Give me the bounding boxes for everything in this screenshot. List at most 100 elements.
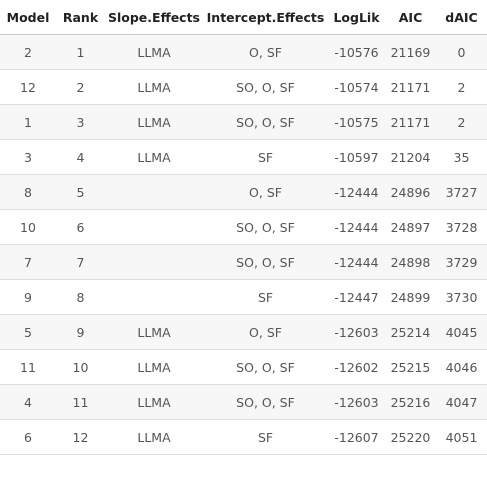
cell-loglik: -12603 <box>328 314 385 350</box>
cell-intercept-effects: SF <box>203 279 328 315</box>
cell-model: 2 <box>0 34 56 70</box>
cell-model: 1 <box>0 104 56 140</box>
cell-rank: 1 <box>56 34 105 70</box>
cell-slope-effects: LLMA <box>105 139 203 175</box>
cell-daic: 4047 <box>436 384 487 420</box>
cell-intercept-effects: SO, O, SF <box>203 104 328 140</box>
table-row: 12 2 LLMA SO, O, SF -10574 21171 2 <box>0 69 487 105</box>
cell-loglik: -12444 <box>328 209 385 245</box>
cell-rank: 9 <box>56 314 105 350</box>
table-row: 2 1 LLMA O, SF -10576 21169 0 <box>0 34 487 70</box>
cell-daic: 0 <box>436 34 487 70</box>
cell-model: 10 <box>0 209 56 245</box>
cell-intercept-effects: SF <box>203 419 328 455</box>
cell-model: 5 <box>0 314 56 350</box>
cell-slope-effects: LLMA <box>105 104 203 140</box>
cell-model: 8 <box>0 174 56 210</box>
table-row: 4 11 LLMA SO, O, SF -12603 25216 4047 <box>0 384 487 420</box>
column-header-rank[interactable]: Rank <box>56 0 105 35</box>
column-header-intercept-effects[interactable]: Intercept.Effects <box>203 0 328 35</box>
table-row: 10 6 SO, O, SF -12444 24897 3728 <box>0 209 487 245</box>
cell-slope-effects: LLMA <box>105 419 203 455</box>
column-header-loglik[interactable]: LogLik <box>328 0 385 35</box>
cell-rank: 12 <box>56 419 105 455</box>
model-comparison-table: Model Rank Slope.Effects Intercept.Effec… <box>0 0 487 455</box>
cell-rank: 4 <box>56 139 105 175</box>
cell-model: 12 <box>0 69 56 105</box>
cell-aic: 21204 <box>385 139 436 175</box>
column-header-aic[interactable]: AIC <box>385 0 436 35</box>
cell-daic: 4046 <box>436 349 487 385</box>
cell-slope-effects: LLMA <box>105 314 203 350</box>
cell-intercept-effects: SO, O, SF <box>203 69 328 105</box>
cell-intercept-effects: SF <box>203 139 328 175</box>
cell-daic: 3727 <box>436 174 487 210</box>
cell-slope-effects <box>105 174 203 210</box>
cell-daic: 3729 <box>436 244 487 280</box>
cell-model: 4 <box>0 384 56 420</box>
table-header: Model Rank Slope.Effects Intercept.Effec… <box>0 0 487 35</box>
cell-aic: 25215 <box>385 349 436 385</box>
cell-intercept-effects: O, SF <box>203 174 328 210</box>
table-row: 1 3 LLMA SO, O, SF -10575 21171 2 <box>0 104 487 140</box>
cell-daic: 3730 <box>436 279 487 315</box>
cell-loglik: -12444 <box>328 174 385 210</box>
cell-intercept-effects: SO, O, SF <box>203 349 328 385</box>
cell-loglik: -10576 <box>328 34 385 70</box>
cell-slope-effects <box>105 279 203 315</box>
cell-intercept-effects: O, SF <box>203 314 328 350</box>
cell-aic: 24898 <box>385 244 436 280</box>
cell-rank: 8 <box>56 279 105 315</box>
cell-model: 6 <box>0 419 56 455</box>
cell-daic: 3728 <box>436 209 487 245</box>
cell-daic: 35 <box>436 139 487 175</box>
cell-model: 9 <box>0 279 56 315</box>
cell-rank: 10 <box>56 349 105 385</box>
table-row: 6 12 LLMA SF -12607 25220 4051 <box>0 419 487 455</box>
cell-loglik: -12607 <box>328 419 385 455</box>
table-row: 11 10 LLMA SO, O, SF -12602 25215 4046 <box>0 349 487 385</box>
cell-slope-effects: LLMA <box>105 349 203 385</box>
cell-aic: 25214 <box>385 314 436 350</box>
cell-rank: 5 <box>56 174 105 210</box>
cell-model: 7 <box>0 244 56 280</box>
table-row: 3 4 LLMA SF -10597 21204 35 <box>0 139 487 175</box>
cell-rank: 2 <box>56 69 105 105</box>
cell-model: 11 <box>0 349 56 385</box>
cell-aic: 21171 <box>385 69 436 105</box>
table-body: 2 1 LLMA O, SF -10576 21169 0 12 2 LLMA SO, O, SF -… <box>0 34 487 455</box>
column-header-daic[interactable]: dAIC <box>436 0 487 35</box>
column-header-slope-effects[interactable]: Slope.Effects <box>105 0 203 35</box>
cell-intercept-effects: SO, O, SF <box>203 244 328 280</box>
cell-rank: 11 <box>56 384 105 420</box>
cell-rank: 3 <box>56 104 105 140</box>
cell-slope-effects <box>105 209 203 245</box>
cell-intercept-effects: SO, O, SF <box>203 209 328 245</box>
cell-rank: 6 <box>56 209 105 245</box>
cell-loglik: -12602 <box>328 349 385 385</box>
cell-aic: 24897 <box>385 209 436 245</box>
table-row: 8 5 O, SF -12444 24896 3727 <box>0 174 487 210</box>
cell-aic: 24899 <box>385 279 436 315</box>
cell-aic: 21169 <box>385 34 436 70</box>
cell-model: 3 <box>0 139 56 175</box>
cell-slope-effects: LLMA <box>105 69 203 105</box>
cell-aic: 25220 <box>385 419 436 455</box>
header-row: Model Rank Slope.Effects Intercept.Effec… <box>0 0 487 35</box>
table-row: 5 9 LLMA O, SF -12603 25214 4045 <box>0 314 487 350</box>
cell-daic: 2 <box>436 69 487 105</box>
cell-loglik: -12603 <box>328 384 385 420</box>
cell-aic: 21171 <box>385 104 436 140</box>
cell-slope-effects: LLMA <box>105 34 203 70</box>
cell-loglik: -12447 <box>328 279 385 315</box>
column-header-model[interactable]: Model <box>0 0 56 35</box>
cell-intercept-effects: O, SF <box>203 34 328 70</box>
cell-daic: 4045 <box>436 314 487 350</box>
cell-daic: 2 <box>436 104 487 140</box>
cell-aic: 24896 <box>385 174 436 210</box>
cell-intercept-effects: SO, O, SF <box>203 384 328 420</box>
cell-rank: 7 <box>56 244 105 280</box>
cell-loglik: -10597 <box>328 139 385 175</box>
table-row: 9 8 SF -12447 24899 3730 <box>0 279 487 315</box>
table-row: 7 7 SO, O, SF -12444 24898 3729 <box>0 244 487 280</box>
